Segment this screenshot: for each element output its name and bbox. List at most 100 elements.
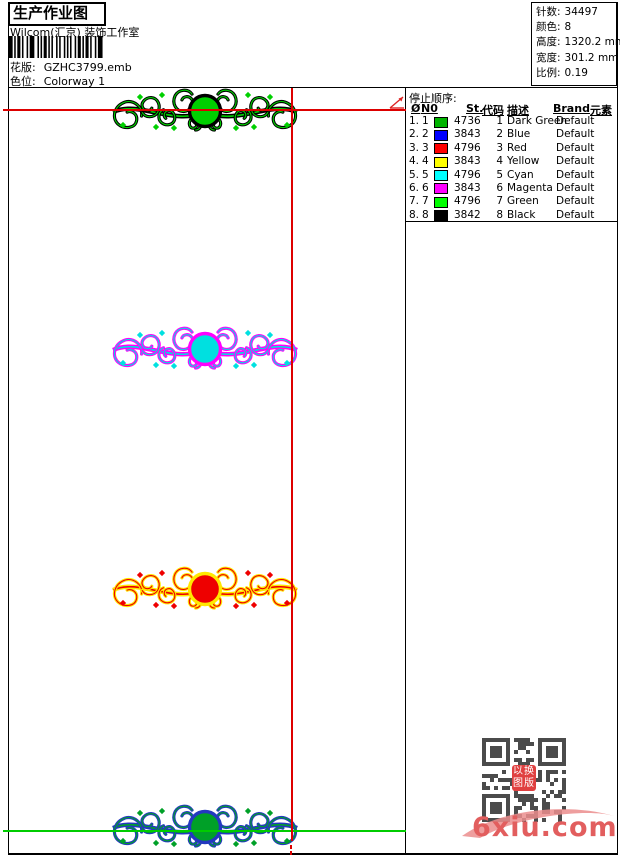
row-description: Black <box>507 208 536 221</box>
row-seq: 4. <box>409 155 420 168</box>
page-bottom-border <box>8 853 618 855</box>
stitch-count: 针数: 34497 <box>536 6 598 18</box>
row-description: Red <box>507 141 527 154</box>
col-desc: 描述 <box>507 104 529 117</box>
color-swatch <box>434 156 448 168</box>
table-bottom-divider <box>406 221 618 222</box>
row-brand: Default <box>556 141 595 154</box>
colorway-label: 色位: <box>10 75 36 88</box>
row-code: 2 <box>496 128 503 141</box>
header-divider <box>8 87 618 88</box>
color-count: 颜色: 8 <box>536 21 572 34</box>
row-n0: 6 <box>422 181 429 194</box>
row-brand: Default <box>556 168 595 181</box>
page-left-border <box>8 2 9 855</box>
stop-sequence-row: 2. 2 3843 2 Blue Default <box>405 128 619 141</box>
row-n0: 2 <box>422 128 429 141</box>
row-seq: 2. <box>409 128 420 141</box>
pattern-field: 花版: GZHC3799.emb <box>10 59 132 75</box>
color-swatch <box>434 210 448 222</box>
border-motif-3 <box>110 562 300 616</box>
border-motif-4 <box>110 800 300 854</box>
pattern-label: 花版: <box>10 61 36 74</box>
row-seq: 1. <box>409 115 420 127</box>
border-motif-2 <box>110 322 300 376</box>
stop-sequence-row: 6. 6 3843 6 Magenta Default <box>405 182 619 195</box>
row-code: 6 <box>496 181 503 194</box>
table-left-border <box>405 87 406 855</box>
row-stitches: 4736 <box>454 115 481 127</box>
watermark-text: 6xiu.com <box>472 812 618 843</box>
stop-sequence-row: 8. 8 3842 8 Black Default <box>405 209 619 222</box>
row-code: 5 <box>496 168 503 181</box>
col-st: St. <box>466 102 484 115</box>
border-motif-1 <box>110 84 300 138</box>
row-code: 8 <box>496 208 503 221</box>
design-width: 宽度: 301.2 mm <box>536 51 619 64</box>
stop-sequence-rows: 1. 1 4736 1 Dark Green Default 2. 2 3843 2 Blue Def… <box>405 115 619 222</box>
row-description: Green <box>507 195 539 208</box>
start-point-arrow-icon <box>389 96 404 109</box>
stop-sequence-title: 停止顺序: <box>409 92 457 105</box>
qr-code <box>482 738 566 822</box>
row-n0: 1 <box>422 115 429 127</box>
end-guide-line <box>3 830 406 832</box>
stop-sequence-row: 3. 3 4796 3 Red Default <box>405 142 619 155</box>
col-elem: 元素 <box>590 104 612 117</box>
watermark-swoosh <box>462 809 614 838</box>
color-swatch <box>434 196 448 208</box>
row-n0: 4 <box>422 155 429 168</box>
color-swatch <box>434 116 448 128</box>
row-seq: 5. <box>409 168 420 181</box>
design-edge-guide-line <box>291 88 293 841</box>
row-stitches: 4796 <box>454 195 481 208</box>
stop-sequence-row: 7. 7 4796 7 Green Default <box>405 195 619 208</box>
row-code: 3 <box>496 141 503 154</box>
page-right-border <box>617 2 618 855</box>
row-code: 1 <box>496 115 503 127</box>
row-n0: 7 <box>422 195 429 208</box>
stop-sequence-row: 1. 1 4736 1 Dark Green Default <box>405 115 619 128</box>
row-stitches: 4796 <box>454 141 481 154</box>
row-code: 7 <box>496 195 503 208</box>
row-description: Dark Green <box>507 115 568 127</box>
color-swatch <box>434 129 448 141</box>
row-brand: Default <box>556 181 595 194</box>
guide-dash <box>290 845 292 849</box>
row-brand: Default <box>556 195 595 208</box>
pattern-value: GZHC3799.emb <box>43 61 132 74</box>
row-seq: 8. <box>409 208 420 221</box>
design-info-box: 针数: 34497 颜色: 8 高度: 1320.2 mm 宽度: 301.2 mm 比… <box>531 2 620 86</box>
row-brand: Default <box>556 155 595 168</box>
row-n0: 3 <box>422 141 429 154</box>
row-seq: 7. <box>409 195 420 208</box>
col-hash: Ø <box>411 102 421 115</box>
colorway-value: Colorway 1 <box>43 75 106 88</box>
row-description: Cyan <box>507 168 534 181</box>
colorway-field: 色位: Colorway 1 <box>10 73 105 89</box>
row-stitches: 3843 <box>454 155 481 168</box>
row-stitches: 3842 <box>454 208 481 221</box>
row-n0: 8 <box>422 208 429 221</box>
row-n0: 5 <box>422 168 429 181</box>
page-title: 生产作业图 <box>8 2 106 26</box>
row-stitches: 4796 <box>454 168 481 181</box>
design-height: 高度: 1320.2 mm <box>536 36 620 49</box>
scale-ratio: 比例: 0.19 <box>536 66 588 79</box>
row-description: Yellow <box>507 155 540 168</box>
row-stitches: 3843 <box>454 181 481 194</box>
col-code: 代码 <box>482 104 504 117</box>
color-swatch <box>434 143 448 155</box>
row-stitches: 3843 <box>454 128 481 141</box>
stop-sequence-row: 4. 4 3843 4 Yellow Default <box>405 155 619 168</box>
studio-subtitle: Wilcom(汇京) 装饰工作室 <box>10 26 140 39</box>
row-brand: Default <box>556 208 595 221</box>
color-swatch <box>434 183 448 195</box>
start-guide-line <box>3 109 406 111</box>
row-code: 4 <box>496 155 503 168</box>
stop-sequence-row: 5. 5 4796 5 Cyan Default <box>405 169 619 182</box>
row-description: Blue <box>507 128 531 141</box>
color-swatch <box>434 170 448 182</box>
row-description: Magenta <box>507 181 553 194</box>
